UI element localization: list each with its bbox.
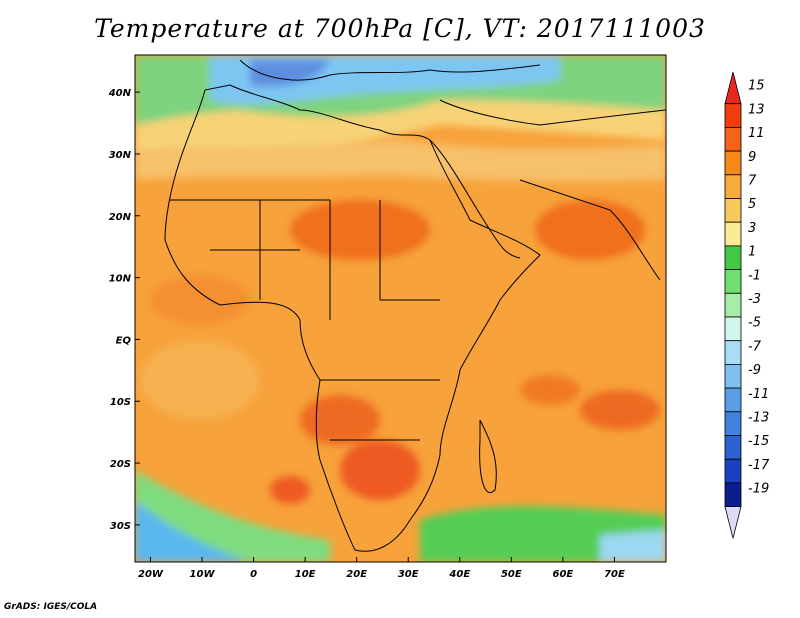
lon-tick-label: 40E (448, 569, 470, 580)
colorbar-swatch (724, 363, 742, 389)
lat-tick-label: 30N (109, 150, 132, 161)
lon-tick-label: 30E (398, 569, 419, 580)
colorbar-label: 15 (748, 79, 765, 94)
colorbar-label: -17 (748, 458, 770, 473)
colorbar-swatch (724, 387, 742, 413)
colorbar-swatch (724, 316, 742, 342)
lat-tick-label: 20S (110, 459, 131, 470)
colorbar-label: 13 (748, 102, 765, 117)
colorbar-swatch (724, 198, 742, 223)
colorbar-labels: 15 13 11 9 7 5 3 1 -1 -3 -5 -7 -9 -11 -13 -15 -17 -19 (748, 79, 770, 497)
colorbar-swatch (724, 292, 742, 318)
colorbar-swatch (724, 269, 742, 294)
colorbar-swatch (724, 340, 742, 365)
lat-tick-label: 20N (109, 212, 132, 223)
map-frame (134, 54, 667, 563)
lat-tick-label: 40N (108, 88, 132, 99)
lon-tick-label: 20E (346, 569, 367, 580)
colorbar-swatch (724, 71, 742, 105)
grads-credit: GrADS: IGES/COLA (4, 602, 98, 612)
colorbar-label: -5 (748, 316, 761, 331)
colorbar-swatch (724, 150, 742, 176)
colorbar-label: -13 (748, 411, 769, 426)
lon-tick-label: 10E (295, 569, 316, 580)
colorbar-label: 3 (748, 221, 756, 236)
lon-tick-label: 50E (501, 569, 522, 580)
colorbar-label: -15 (748, 434, 769, 449)
lat-tick-label: 30S (110, 521, 131, 532)
lon-tick-label: 70E (604, 569, 625, 580)
colorbar-label: -1 (748, 268, 761, 283)
chart-title: Temperature at 700hPa [C], VT: 201711100… (94, 14, 706, 43)
colorbar-swatch (724, 221, 742, 247)
colorbar-label: -7 (748, 339, 762, 354)
colorbar-label: -3 (748, 292, 761, 307)
colorbar-swatch (724, 103, 742, 128)
colorbar-swatch (724, 174, 742, 199)
colorbar-label: 5 (748, 197, 756, 212)
colorbar-swatch (724, 458, 742, 484)
colorbar-swatches (724, 71, 742, 539)
colorbar-swatch (724, 411, 742, 436)
lon-tick-label: 10W (190, 569, 216, 580)
colorbar-label: -19 (748, 482, 769, 497)
latitude-axis: 40N 30N 20N 10N EQ 10S 20S 30S (108, 88, 140, 532)
colorbar-label: -9 (748, 363, 761, 378)
colorbar-label: -11 (748, 387, 769, 402)
colorbar-label: 7 (748, 174, 757, 189)
colorbar-swatch (724, 127, 742, 152)
colorbar-swatch (724, 245, 742, 270)
lon-tick-label: 60E (553, 569, 574, 580)
lat-tick-label: 10S (110, 397, 131, 408)
lat-tick-label: 10N (109, 274, 132, 285)
lon-tick-label: 20W (138, 569, 164, 580)
colorbar-label: 9 (748, 150, 756, 165)
colorbar-swatch (724, 506, 742, 539)
colorbar-swatch (724, 435, 742, 460)
lat-tick-label: EQ (116, 335, 132, 346)
lon-tick-label: 0 (250, 569, 257, 580)
longitude-axis: 20W 10W 0 10E 20E 30E 40E 50E 60E 70E (138, 557, 625, 580)
temperature-field (135, 55, 666, 562)
colorbar-label: 11 (748, 126, 765, 141)
colorbar-label: 1 (748, 245, 756, 260)
colorbar-swatch (724, 482, 742, 507)
